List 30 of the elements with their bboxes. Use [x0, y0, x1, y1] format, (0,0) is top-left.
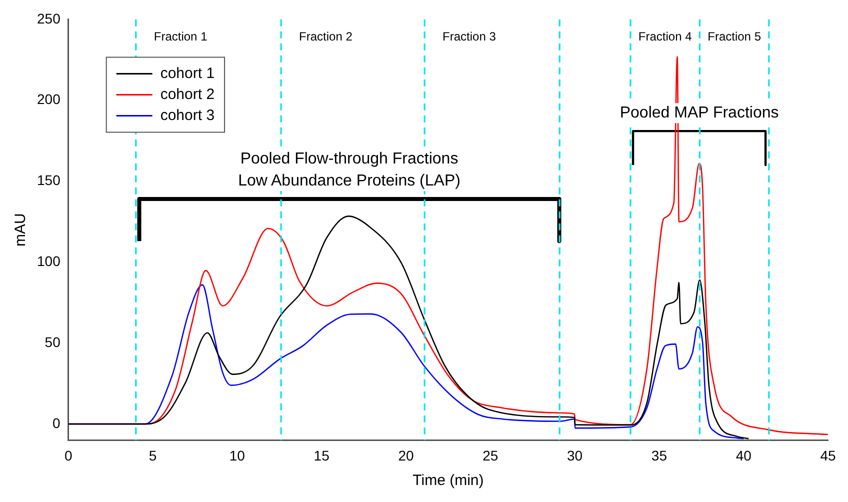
legend-label: cohort 2 [160, 86, 215, 103]
x-tick-label: 35 [651, 447, 668, 464]
y-tick-label: 0 [52, 414, 61, 431]
y-tick-label: 50 [44, 334, 61, 350]
x-axis-title: Time (min) [412, 472, 484, 490]
annotation: Low Abundance Proteins (LAP) [238, 172, 460, 190]
x-tick-label: 30 [566, 447, 583, 464]
line-series [68, 216, 750, 440]
x-tick-label: 20 [398, 447, 414, 464]
legend-label: cohort 1 [160, 64, 215, 82]
ref-line-label: Fraction 3 [442, 30, 496, 44]
ref-line-label: Fraction 4 [638, 30, 692, 44]
x-tick-label: 5 [148, 447, 157, 464]
ref-line-label: Fraction 1 [154, 30, 208, 44]
y-tick-label: 100 [37, 253, 61, 270]
y-tick-label: 200 [37, 91, 61, 108]
annotation: Pooled Flow-through Fractions [240, 150, 458, 168]
x-tick-label: 25 [482, 447, 498, 464]
x-tick-label: 0 [64, 447, 72, 464]
x-tick-label: 40 [736, 447, 752, 464]
x-tick-label: 10 [229, 447, 246, 464]
ref-line-label: Fraction 2 [299, 30, 353, 44]
y-tick-label: 150 [37, 172, 61, 188]
x-tick-label: 45 [820, 447, 836, 464]
y-tick-label: 250 [37, 10, 61, 26]
ref-line-label: Fraction 5 [708, 30, 762, 44]
y-axis-title: mAU [12, 213, 30, 246]
legend-label: cohort 3 [160, 106, 215, 124]
x-tick-label: 15 [314, 447, 330, 464]
annotation: Pooled MAP Fractions [620, 104, 779, 122]
